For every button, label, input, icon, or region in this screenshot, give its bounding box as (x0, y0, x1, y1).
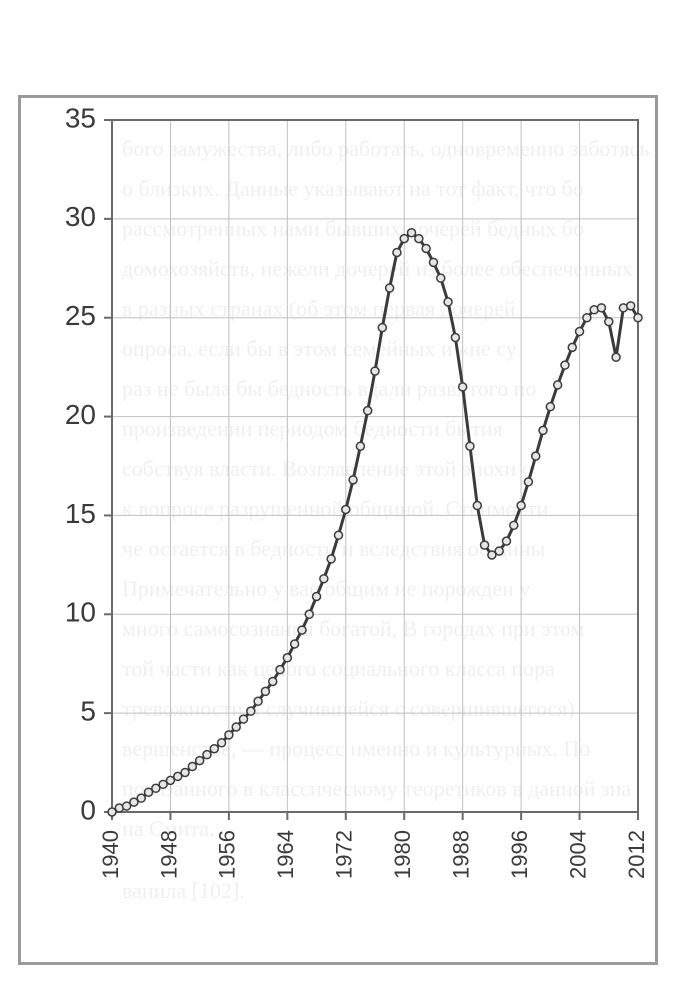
x-tick-label: 1972 (332, 830, 357, 879)
series-marker (503, 537, 511, 545)
series-marker (283, 654, 291, 662)
series-marker (225, 731, 233, 739)
series-marker (415, 235, 423, 243)
series-marker (546, 403, 554, 411)
series-marker (356, 442, 364, 450)
series-marker (532, 452, 540, 460)
series-marker (320, 575, 328, 583)
series-marker (429, 258, 437, 266)
series-marker (137, 794, 145, 802)
series-marker (261, 687, 269, 695)
series-marker (386, 284, 394, 292)
series-marker (188, 763, 196, 771)
series-marker (181, 768, 189, 776)
series-marker (634, 314, 642, 322)
series-marker (400, 235, 408, 243)
series-marker (349, 476, 357, 484)
page: { "image": { "width": 693, "height": 100… (0, 0, 693, 1000)
series-marker (524, 478, 532, 486)
y-tick-label: 5 (80, 696, 96, 727)
y-tick-label: 15 (65, 498, 96, 529)
series-marker (597, 304, 605, 312)
series-marker (583, 314, 591, 322)
series-marker (459, 383, 467, 391)
series-marker (291, 640, 299, 648)
y-tick-label: 30 (65, 201, 96, 232)
series-marker (510, 521, 518, 529)
series-marker (444, 298, 452, 306)
series-marker (371, 367, 379, 375)
series-marker (451, 333, 459, 341)
y-tick-label: 25 (65, 300, 96, 331)
x-tick-label: 1956 (215, 830, 240, 879)
series-marker (232, 723, 240, 731)
plot-border (112, 120, 638, 812)
series-marker (210, 745, 218, 753)
x-tick-label: 1996 (507, 830, 532, 879)
x-tick-label: 1988 (448, 830, 473, 879)
x-tick-label: 1940 (98, 830, 123, 879)
series-marker (254, 697, 262, 705)
series-marker (269, 678, 277, 686)
series-marker (378, 324, 386, 332)
series-marker (568, 343, 576, 351)
series-marker (517, 502, 525, 510)
series-marker (561, 361, 569, 369)
series-marker (627, 302, 635, 310)
series-marker (612, 353, 620, 361)
gridlines (112, 120, 638, 812)
series-marker (437, 274, 445, 282)
y-tick-label: 35 (65, 102, 96, 133)
series-marker (240, 715, 248, 723)
series-marker (218, 739, 226, 747)
series-marker (196, 757, 204, 765)
y-tick-label: 10 (65, 597, 96, 628)
series-marker (342, 505, 350, 513)
x-tick-label: 1980 (390, 830, 415, 879)
y-tick-label: 20 (65, 399, 96, 430)
series-marker (313, 592, 321, 600)
x-tick-label: 1948 (156, 830, 181, 879)
series-marker (276, 666, 284, 674)
series-marker (305, 610, 313, 618)
series-marker (327, 555, 335, 563)
series-marker (298, 626, 306, 634)
series-marker (422, 245, 430, 253)
series-marker (495, 547, 503, 555)
series-marker (466, 442, 474, 450)
series-marker (408, 229, 416, 237)
series-line (112, 233, 638, 812)
series-marker (203, 751, 211, 759)
series-marker (473, 502, 481, 510)
series-marker (539, 426, 547, 434)
series-marker (576, 328, 584, 336)
series-marker (554, 381, 562, 389)
chart-svg: 0 5 10 15 20 25 30 35 1940 1948 1956 1964 1972 1980 19… (0, 0, 693, 1000)
x-tick-label: 1964 (273, 830, 298, 879)
series-marker (393, 248, 401, 256)
x-tick-label: 2012 (624, 830, 649, 879)
series-marker (364, 407, 372, 415)
y-tick-label: 0 (80, 794, 96, 825)
x-tick-label: 2004 (565, 830, 590, 879)
series-marker (481, 541, 489, 549)
series-marker (334, 531, 342, 539)
series-marker (605, 318, 613, 326)
series-marker (247, 707, 255, 715)
